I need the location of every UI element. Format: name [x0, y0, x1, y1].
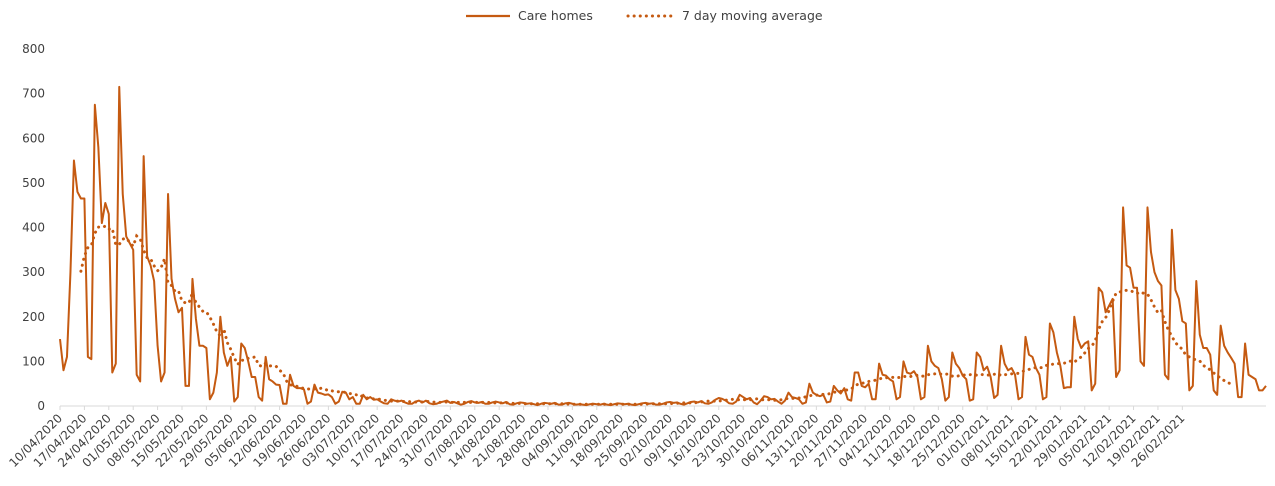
y-tick-label: 700: [22, 87, 45, 101]
legend-label-care-homes: Care homes: [518, 8, 593, 23]
y-tick-label: 600: [22, 131, 45, 145]
series-layer: [59, 85, 1267, 407]
y-tick-label: 100: [22, 354, 45, 368]
y-tick-label: 0: [37, 399, 45, 413]
y-tick-label: 400: [22, 221, 45, 235]
series-line-care-homes: [59, 85, 1267, 407]
y-axis: 0 100 200 300 400 500 600 700 800: [22, 42, 45, 413]
x-axis: 10/04/202017/04/202024/04/202001/05/2020…: [6, 405, 1266, 470]
y-tick-label: 500: [22, 176, 45, 190]
legend-label-7-day-moving-average: 7 day moving average: [682, 8, 823, 23]
y-tick-label: 200: [22, 310, 45, 324]
chart-legend: Care homes 7 day moving average: [466, 8, 823, 23]
y-tick-label: 800: [22, 42, 45, 56]
y-tick-label: 300: [22, 265, 45, 279]
